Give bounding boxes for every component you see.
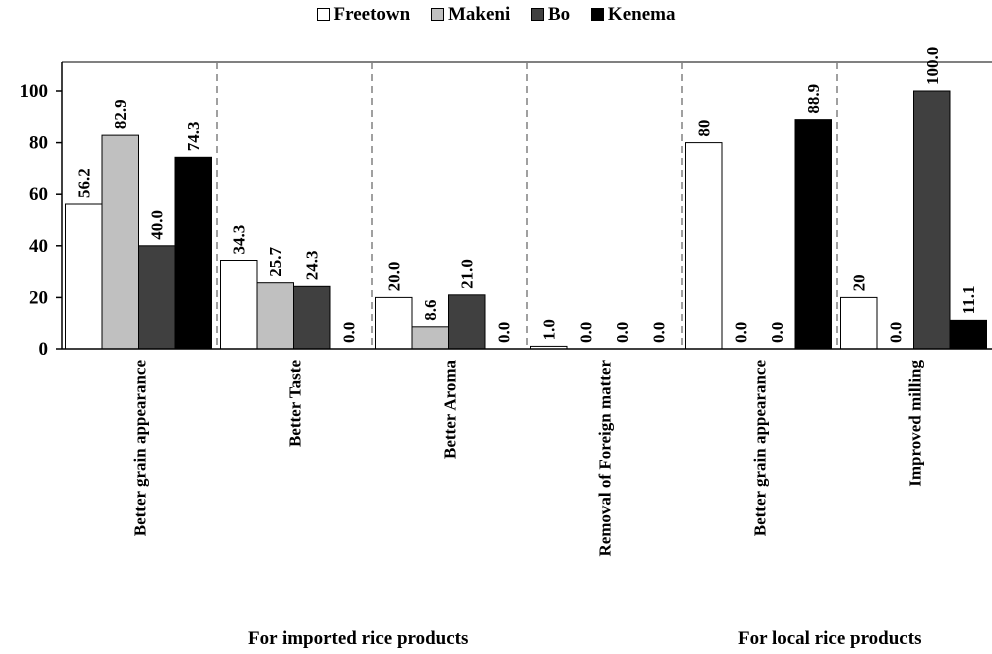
x-category-label-better-aroma: Better Aroma: [441, 360, 460, 459]
legend-item-kenema: Kenema: [590, 4, 676, 26]
bar-freetown: [375, 296, 413, 350]
x-category-label-removal-of-foreign-matter: Removal of Foreign matter: [596, 360, 615, 557]
legend-swatch-makeni: [430, 8, 444, 21]
bar-kenema: [174, 156, 212, 350]
legend-item-freetown: Freetown: [316, 4, 411, 26]
data-label-bo: 0.0: [768, 322, 787, 343]
data-label-makeni: 0.0: [731, 322, 750, 343]
data-label-makeni: 0.0: [576, 322, 595, 343]
data-label-bo: 24.3: [303, 251, 322, 281]
bar-bo: [448, 294, 486, 350]
data-label-makeni: 0.0: [886, 322, 905, 343]
bar-freetown: [685, 142, 723, 350]
data-label-kenema: 74.3: [184, 122, 203, 152]
data-label-freetown: 56.2: [75, 168, 94, 198]
legend-item-makeni: Makeni: [430, 4, 511, 26]
data-label-makeni: 25.7: [266, 246, 285, 276]
y-tick-label: 0: [39, 339, 49, 360]
bar-freetown: [65, 203, 103, 350]
bar-makeni: [411, 326, 449, 350]
bar-kenema: [794, 119, 832, 350]
legend-swatch-freetown: [316, 8, 330, 21]
bar-bo: [293, 285, 331, 350]
legend: Freetown Makeni Bo Kenema: [0, 4, 992, 26]
bar-freetown: [840, 296, 878, 350]
data-label-bo: 100.0: [923, 47, 942, 85]
legend-label-kenema: Kenema: [607, 4, 676, 25]
legend-swatch-bo: [530, 8, 544, 21]
group-label-imported: For imported rice products: [248, 628, 469, 649]
x-category-label-better-taste: Better Taste: [286, 360, 305, 447]
bar-makeni: [256, 282, 294, 350]
data-label-freetown: 80: [695, 120, 714, 137]
y-tick-label: 80: [29, 133, 48, 154]
legend-item-bo: Bo: [530, 4, 571, 26]
y-tick-label: 100: [20, 81, 49, 102]
data-label-freetown: 20: [850, 274, 869, 291]
data-label-freetown: 1.0: [540, 319, 559, 340]
legend-label-freetown: Freetown: [333, 4, 411, 25]
x-category-label-better-grain-appearance: Better grain appearance: [751, 360, 770, 537]
data-label-bo: 40.0: [148, 210, 167, 240]
y-tick-label: 20: [29, 287, 48, 308]
x-category-label-improved-milling: Improved milling: [906, 360, 925, 487]
data-label-freetown: 20.0: [385, 262, 404, 292]
y-tick-label: 40: [29, 236, 48, 257]
bar-bo: [913, 90, 951, 350]
data-label-kenema: 11.1: [959, 286, 978, 315]
legend-label-makeni: Makeni: [447, 4, 511, 25]
data-label-makeni: 8.6: [421, 300, 440, 321]
data-label-kenema: 88.9: [804, 84, 823, 114]
x-category-label-better-grain-appearance: Better grain appearance: [131, 360, 150, 537]
data-label-kenema: 0.0: [494, 322, 513, 343]
data-label-kenema: 0.0: [339, 322, 358, 343]
bar-bo: [138, 245, 176, 350]
bar-makeni: [101, 134, 139, 350]
data-label-freetown: 34.3: [230, 225, 249, 255]
data-label-bo: 0.0: [613, 322, 632, 343]
data-label-makeni: 82.9: [111, 99, 130, 129]
legend-label-bo: Bo: [547, 4, 571, 25]
data-label-bo: 21.0: [458, 259, 477, 289]
legend-swatch-kenema: [590, 8, 604, 21]
data-label-kenema: 0.0: [649, 322, 668, 343]
bar-kenema: [949, 319, 987, 350]
group-label-local: For local rice products: [738, 628, 922, 649]
y-tick-label: 60: [29, 184, 48, 205]
bar-freetown: [220, 260, 258, 350]
